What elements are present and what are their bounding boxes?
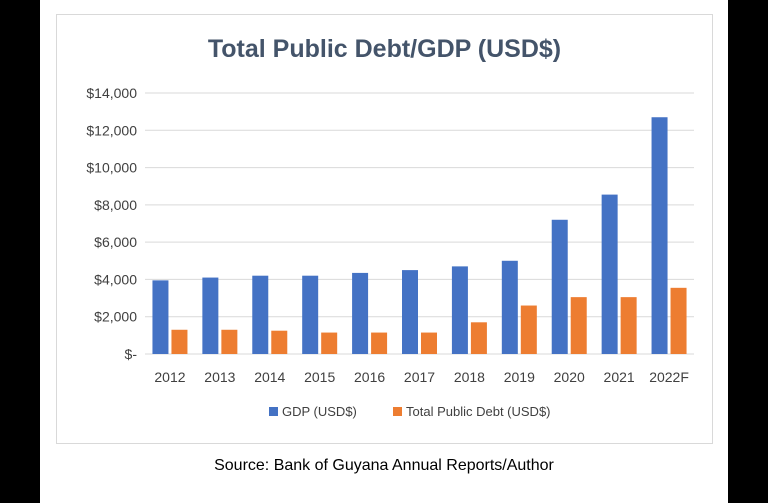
y-axis: $- $2,000 $4,000 $6,000 $8,000 $10,000 $12,000… <box>86 85 137 362</box>
y-tick-label: $2,000 <box>94 309 137 325</box>
legend: GDP (USD$) Total Public Debt (USD$) <box>269 404 551 419</box>
y-tick-label: $10,000 <box>86 160 137 176</box>
x-tick-label: 2013 <box>204 369 235 385</box>
chart-plot: $- $2,000 $4,000 $6,000 $8,000 $10,000 $12,000… <box>86 85 694 419</box>
y-tick-label: $6,000 <box>94 234 137 250</box>
gdp-bar <box>352 272 369 354</box>
debt-bar <box>271 330 288 354</box>
debt-bar <box>221 329 238 354</box>
gdp-bar <box>152 280 169 354</box>
legend-swatch-gdp <box>269 407 278 416</box>
legend-label: GDP (USD$) <box>282 404 357 419</box>
x-tick-label: 2016 <box>354 369 385 385</box>
gdp-bar <box>551 219 568 354</box>
debt-bar <box>570 297 587 354</box>
x-axis: 2012 2013 2014 2015 2016 2017 2018 2019 2020 2021… <box>154 369 689 385</box>
page: Total Public Debt/GDP (USD$) $- $2,000 $4,… <box>40 0 728 503</box>
debt-bar <box>520 305 537 354</box>
debt-bar <box>371 332 388 354</box>
debt-bar <box>321 332 338 354</box>
y-tick-label: $12,000 <box>86 122 137 138</box>
x-tick-label: 2022F <box>649 369 689 385</box>
debt-bar <box>171 329 188 354</box>
x-tick-label: 2020 <box>554 369 585 385</box>
y-tick-label: $8,000 <box>94 197 137 213</box>
debt-bar <box>670 287 687 354</box>
y-tick-label: $14,000 <box>86 85 137 101</box>
x-tick-label: 2012 <box>154 369 185 385</box>
gdp-bar <box>451 266 468 354</box>
source-note: Source: Bank of Guyana Annual Reports/Au… <box>214 457 554 474</box>
debt-bar <box>620 297 637 354</box>
gdp-bar <box>252 275 269 354</box>
gdp-bar <box>601 194 618 354</box>
y-tick-label: $- <box>125 346 138 362</box>
chart-title: Total Public Debt/GDP (USD$) <box>207 35 562 63</box>
x-tick-label: 2021 <box>604 369 635 385</box>
debt-bar <box>470 322 487 354</box>
legend-label: Total Public Debt (USD$) <box>406 404 551 419</box>
x-tick-label: 2018 <box>454 369 485 385</box>
bars <box>152 117 687 354</box>
x-tick-label: 2019 <box>504 369 535 385</box>
x-tick-label: 2017 <box>404 369 435 385</box>
gdp-bar <box>501 260 518 354</box>
y-tick-label: $4,000 <box>94 271 137 287</box>
debt-bar <box>421 332 437 354</box>
legend-swatch-debt <box>393 407 402 416</box>
gdp-bar <box>402 270 418 354</box>
chart-frame: Total Public Debt/GDP (USD$) $- $2,000 $4,… <box>56 14 713 444</box>
gdp-bar <box>651 117 668 354</box>
gdp-bar <box>302 275 319 354</box>
x-tick-label: 2015 <box>304 369 335 385</box>
gdp-bar <box>202 277 219 354</box>
x-tick-label: 2014 <box>254 369 285 385</box>
